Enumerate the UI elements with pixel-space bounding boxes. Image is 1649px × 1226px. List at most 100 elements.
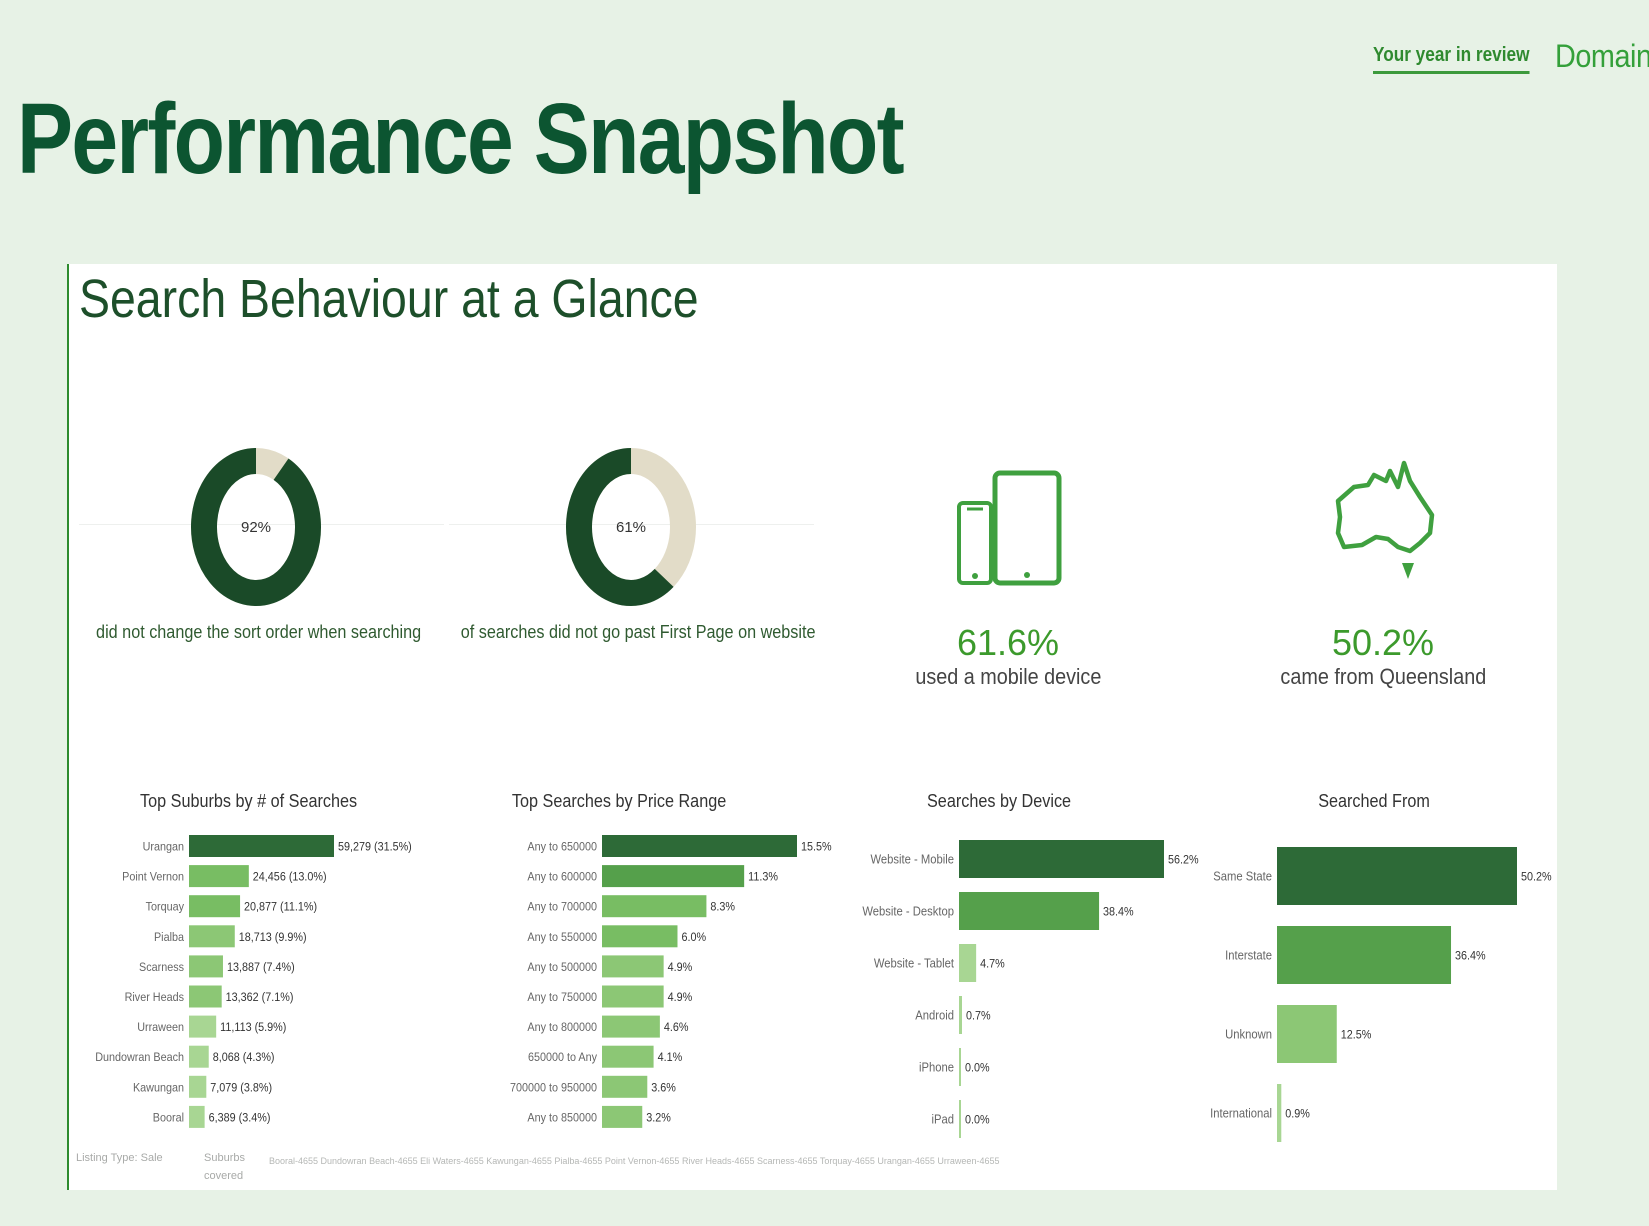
bar bbox=[602, 925, 678, 948]
mobile-stat-value: 61.6% bbox=[956, 622, 1060, 663]
value-label: 0.9% bbox=[1285, 1108, 1310, 1121]
value-label: 4.6% bbox=[664, 1022, 689, 1035]
value-label: 59,279 (31.5%) bbox=[338, 841, 412, 854]
value-label: 4.7% bbox=[980, 958, 1005, 971]
bar bbox=[959, 944, 977, 982]
value-label: 15.5% bbox=[801, 841, 832, 854]
location-chart-title: Searched From bbox=[1318, 791, 1430, 811]
category-label: Website - Mobile bbox=[871, 852, 955, 867]
category-label: Dundowran Beach bbox=[95, 1052, 184, 1065]
device-bar-chart: Website - Mobile 56.2% Website - Desktop 38… bbox=[862, 840, 1199, 1138]
category-label: iPad bbox=[932, 1112, 954, 1127]
mobile-stat-label: used a mobile device bbox=[914, 664, 1102, 689]
bar bbox=[189, 1105, 205, 1128]
value-label: 4.1% bbox=[658, 1052, 683, 1065]
bar bbox=[959, 1100, 961, 1138]
donut-value-arc bbox=[566, 448, 674, 606]
value-label: 24,456 (13.0%) bbox=[253, 871, 327, 884]
category-label: Website - Tablet bbox=[874, 956, 955, 971]
value-label: 3.2% bbox=[646, 1112, 671, 1125]
value-label: 0.7% bbox=[966, 1010, 991, 1023]
domain-logo[interactable]: Domain bbox=[1555, 38, 1649, 74]
bar bbox=[189, 1075, 207, 1098]
divider-left bbox=[79, 524, 444, 525]
bar bbox=[602, 1105, 643, 1128]
sort-order-caption: did not change the sort order when searc… bbox=[96, 622, 422, 642]
suburbs-bar-chart: Urangan 59,279 (31.5%) Point Vernon 24,456 … bbox=[95, 835, 412, 1128]
bar bbox=[959, 996, 962, 1034]
bar bbox=[189, 925, 235, 948]
category-label: International bbox=[1210, 1106, 1272, 1121]
value-label: 6.0% bbox=[681, 931, 706, 944]
bar bbox=[189, 985, 222, 1008]
bar bbox=[959, 892, 1100, 930]
donut-label: 61% bbox=[616, 519, 646, 536]
value-label: 6,389 (3.4%) bbox=[209, 1112, 271, 1125]
bar bbox=[189, 1015, 217, 1038]
first-page-donut: 61% bbox=[566, 448, 696, 606]
category-label: Unknown bbox=[1225, 1027, 1272, 1042]
price-bar-chart: Any to 650000 15.5% Any to 600000 11.3% Any … bbox=[510, 835, 832, 1128]
divider-right bbox=[449, 524, 814, 525]
year-in-review-link[interactable]: Your year in review bbox=[1373, 44, 1530, 74]
queensland-stat-value: 50.2% bbox=[1331, 622, 1435, 663]
category-label: Any to 650000 bbox=[527, 841, 597, 854]
bar bbox=[602, 985, 664, 1008]
category-label: Any to 500000 bbox=[527, 961, 597, 974]
value-label: 7,079 (3.8%) bbox=[210, 1082, 272, 1095]
queensland-stat-label: came from Queensland bbox=[1280, 664, 1486, 689]
value-label: 4.9% bbox=[668, 961, 693, 974]
bar bbox=[959, 1048, 961, 1086]
bar bbox=[602, 835, 797, 857]
device-chart-title: Searches by Device bbox=[926, 791, 1072, 811]
suburbs-chart-title: Top Suburbs by # of Searches bbox=[140, 791, 358, 811]
price-chart-title: Top Searches by Price Range bbox=[511, 791, 727, 811]
category-label: Website - Desktop bbox=[862, 904, 954, 919]
suburbs-list: Booral-4655 Dundowran Beach-4655 Eli Wat… bbox=[269, 1156, 1000, 1166]
value-label: 4.9% bbox=[668, 992, 693, 1005]
value-label: 0.0% bbox=[965, 1114, 990, 1127]
category-label: Kawungan bbox=[133, 1082, 184, 1095]
value-label: 13,887 (7.4%) bbox=[227, 961, 295, 974]
value-label: 11,113 (5.9%) bbox=[220, 1022, 286, 1035]
category-label: Interstate bbox=[1225, 948, 1272, 963]
first-page-caption: of searches did not go past First Page o… bbox=[460, 622, 816, 642]
value-label: 8.3% bbox=[710, 901, 735, 914]
category-label: Point Vernon bbox=[122, 871, 184, 884]
bar bbox=[602, 955, 664, 978]
value-label: 50.2% bbox=[1521, 871, 1552, 884]
category-label: Any to 700000 bbox=[527, 901, 597, 914]
value-label: 56.2% bbox=[1168, 854, 1199, 867]
bar bbox=[189, 835, 334, 857]
category-label: Scarness bbox=[139, 961, 184, 974]
value-label: 38.4% bbox=[1103, 906, 1134, 919]
value-label: 11.3% bbox=[748, 871, 778, 884]
bar bbox=[602, 865, 745, 888]
suburbs-covered-label-2: covered bbox=[204, 1170, 244, 1182]
bar bbox=[189, 895, 241, 918]
bar bbox=[1277, 1005, 1337, 1063]
category-label: Any to 550000 bbox=[527, 931, 597, 944]
category-label: iPhone bbox=[919, 1060, 954, 1075]
category-label: Torquay bbox=[146, 901, 185, 914]
bar bbox=[189, 1045, 209, 1068]
value-label: 13,362 (7.1%) bbox=[226, 992, 294, 1005]
donut-value-arc bbox=[191, 448, 321, 606]
value-label: 3.6% bbox=[651, 1082, 676, 1095]
category-label: Pialba bbox=[154, 931, 185, 944]
bar bbox=[1277, 926, 1452, 984]
value-label: 18,713 (9.9%) bbox=[239, 931, 307, 944]
sort-order-donut: 92% bbox=[191, 448, 321, 606]
category-label: Android bbox=[915, 1008, 954, 1023]
value-label: 12.5% bbox=[1341, 1029, 1372, 1042]
category-label: Booral bbox=[153, 1112, 184, 1125]
category-label: Same State bbox=[1213, 869, 1272, 884]
bar bbox=[602, 1075, 648, 1098]
category-label: Any to 600000 bbox=[527, 871, 597, 884]
category-label: Any to 750000 bbox=[527, 992, 597, 1005]
bar bbox=[1277, 1084, 1282, 1142]
value-label: 20,877 (11.1%) bbox=[244, 901, 317, 914]
location-bar-chart: Same State 50.2% Interstate 36.4% Unknown 12.… bbox=[1210, 847, 1552, 1142]
bar bbox=[602, 1015, 660, 1038]
category-label: Urangan bbox=[143, 841, 184, 854]
